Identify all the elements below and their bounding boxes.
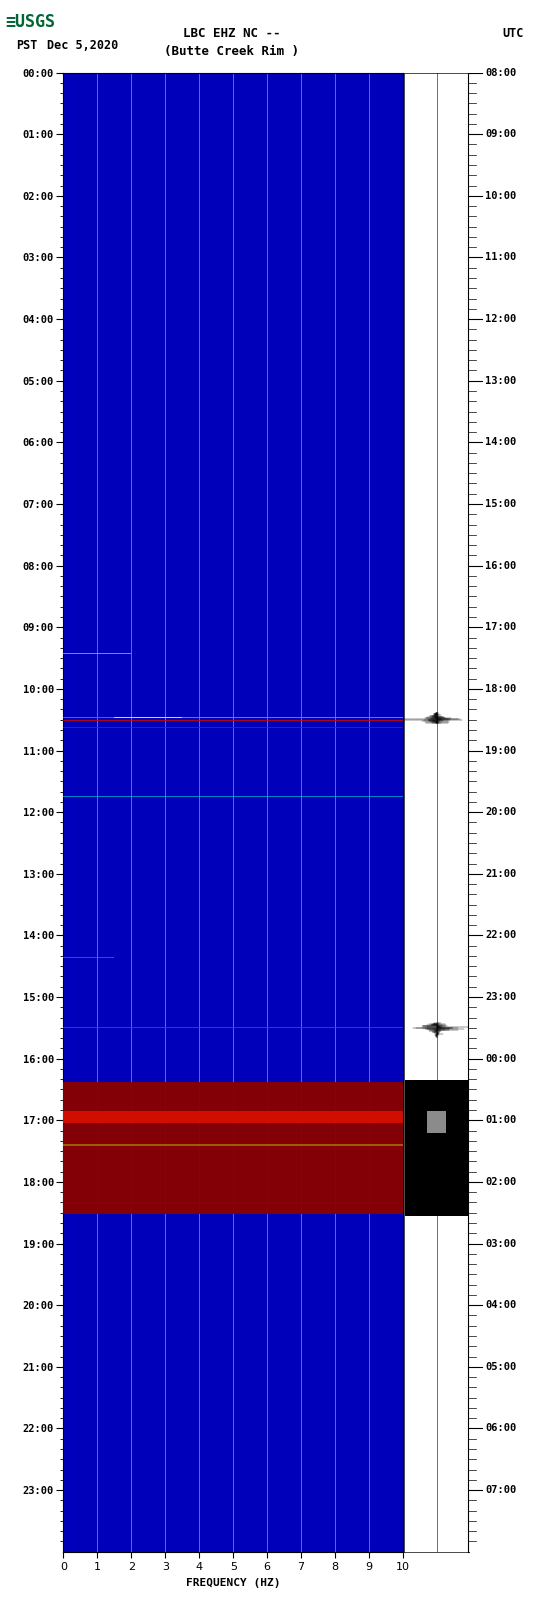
Bar [427,1111,447,1132]
Text: 15:00: 15:00 [485,498,517,510]
Text: Dec 5,2020: Dec 5,2020 [47,39,118,52]
Text: 09:00: 09:00 [485,129,517,139]
Text: 04:00: 04:00 [485,1300,517,1310]
Text: 13:00: 13:00 [485,376,517,386]
Text: 11:00: 11:00 [485,253,517,263]
Text: 01:00: 01:00 [485,1115,517,1126]
Text: 06:00: 06:00 [485,1423,517,1434]
Bar [63,716,403,718]
Text: 14:00: 14:00 [485,437,517,447]
Text: 03:00: 03:00 [485,1239,517,1248]
Text: 07:00: 07:00 [485,1486,517,1495]
Bar [63,1082,403,1215]
Text: 22:00: 22:00 [485,931,517,940]
Text: 10:00: 10:00 [485,190,517,202]
Text: 00:00: 00:00 [485,1053,517,1063]
Text: 18:00: 18:00 [485,684,517,694]
Text: 17:00: 17:00 [485,623,517,632]
Bar [63,1111,403,1123]
Text: PST: PST [17,39,38,52]
Text: 08:00: 08:00 [485,68,517,77]
Text: (Butte Creek Rim ): (Butte Creek Rim ) [164,45,299,58]
Bar [63,1144,403,1147]
Text: 23:00: 23:00 [485,992,517,1002]
Text: 12:00: 12:00 [485,315,517,324]
Text: 20:00: 20:00 [485,806,517,818]
X-axis label: FREQUENCY (HZ): FREQUENCY (HZ) [186,1578,280,1587]
Text: 05:00: 05:00 [485,1361,517,1371]
Text: 21:00: 21:00 [485,869,517,879]
Text: LBC EHZ NC --: LBC EHZ NC -- [183,27,280,40]
Bar [405,1081,469,1216]
Text: 02:00: 02:00 [485,1177,517,1187]
Text: 16:00: 16:00 [485,561,517,571]
Bar [63,1026,403,1029]
Text: 19:00: 19:00 [485,745,517,755]
Text: ≡USGS: ≡USGS [6,13,56,31]
Text: UTC: UTC [503,27,524,40]
